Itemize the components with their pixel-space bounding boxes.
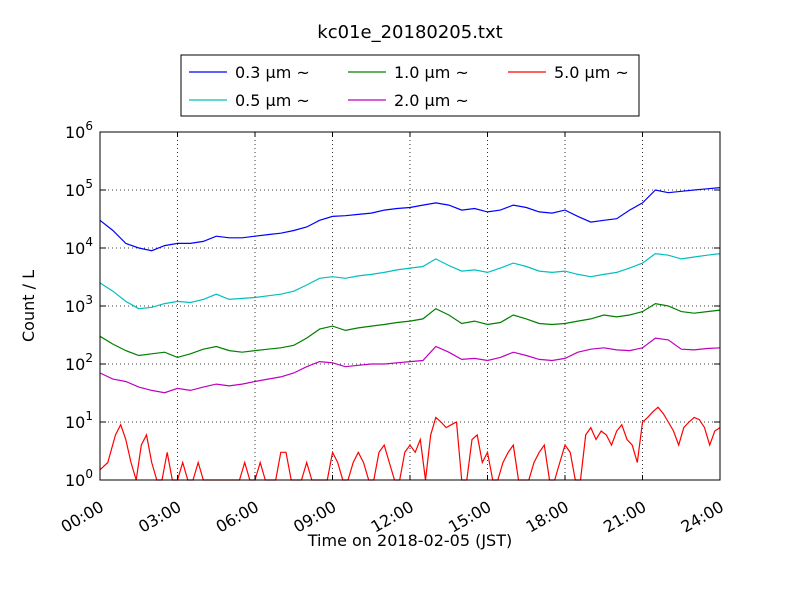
series-line-2 xyxy=(99,302,721,359)
x-tick-label: 18:00 xyxy=(523,497,572,537)
y-tick-label: 101 xyxy=(65,409,93,432)
legend-label-0: 0.3 μm ~ xyxy=(235,63,310,82)
x-tick-label: 03:00 xyxy=(135,497,184,537)
series-line-1 xyxy=(99,252,721,310)
y-tick-label: 100 xyxy=(65,467,93,490)
legend: 0.3 μm ~ 0.5 μm ~ 1.0 μm ~ 2.0 μm ~ 5.0 μm ~ xyxy=(180,54,640,117)
legend-label-2: 1.0 μm ~ xyxy=(394,63,469,82)
y-axis: 100 101 102 103 104 105 106 xyxy=(65,119,720,490)
series-line-3 xyxy=(99,337,721,394)
y-tick-label: 106 xyxy=(65,119,93,142)
x-tick-label: 06:00 xyxy=(213,497,262,537)
legend-label-3: 2.0 μm ~ xyxy=(394,91,469,110)
legend-label-1: 0.5 μm ~ xyxy=(235,91,310,110)
y-tick-label: 103 xyxy=(65,293,93,316)
series-line-0 xyxy=(99,187,721,252)
grid xyxy=(100,132,720,480)
y-tick-label: 105 xyxy=(65,177,93,200)
y-axis-label: Count / L xyxy=(19,270,38,342)
y-tick-label: 102 xyxy=(65,351,93,374)
x-axis-label: Time on 2018-02-05 (JST) xyxy=(307,531,512,550)
chart-title: kc01e_20180205.txt xyxy=(317,22,502,43)
x-tick-label: 00:00 xyxy=(58,497,107,537)
plot-frame xyxy=(99,131,721,481)
legend-frame xyxy=(180,54,640,117)
legend-label-4: 5.0 μm ~ xyxy=(554,63,629,82)
y-tick-label: 104 xyxy=(65,235,93,258)
x-tick-label: 24:00 xyxy=(678,497,727,537)
x-tick-label: 21:00 xyxy=(600,497,649,537)
